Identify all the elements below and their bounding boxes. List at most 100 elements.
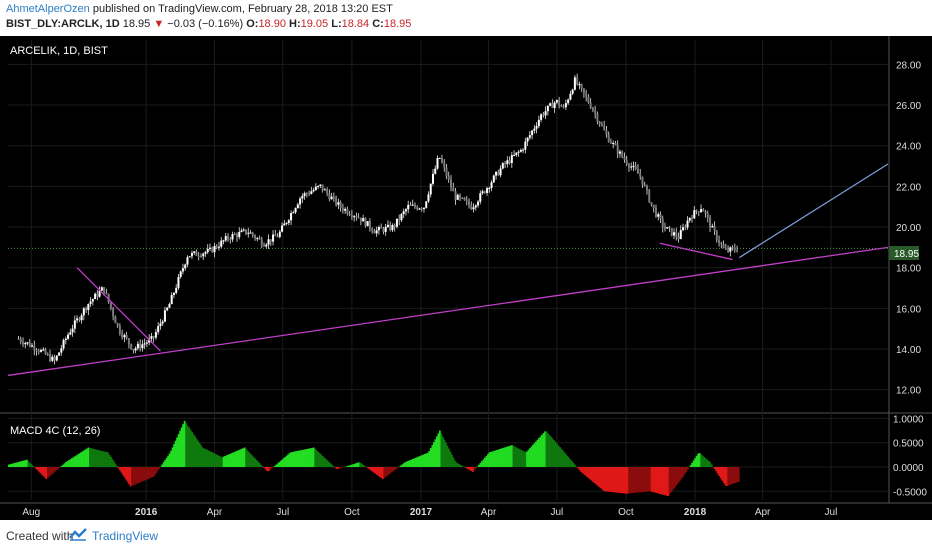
macd-bar <box>482 459 485 467</box>
down-arrow-icon: ▼ <box>153 18 165 30</box>
candle-body <box>569 93 572 100</box>
macd-bar <box>177 434 180 467</box>
candle-body <box>371 228 374 232</box>
time-tick-label: Apr <box>755 507 771 518</box>
macd-bar <box>96 449 99 467</box>
candle-body <box>373 231 376 234</box>
macd-bar <box>278 462 281 467</box>
macd-bar <box>353 463 356 467</box>
axes: 28.00 26.00 24.00 22.00 20.00 18.00 16.00 14.00… <box>22 60 927 518</box>
macd-bar <box>14 462 16 467</box>
candle-body <box>314 186 317 190</box>
macd-bar <box>470 466 473 471</box>
macd-bar <box>458 464 461 467</box>
candle-body <box>673 232 676 236</box>
macd-bar <box>335 466 338 469</box>
candle-body <box>337 202 340 205</box>
macd-bar <box>710 464 713 467</box>
candle-body <box>526 137 529 142</box>
trend-lines[interactable] <box>7 163 889 377</box>
macd-tick-label: -0.5000 <box>893 487 927 498</box>
candle-body <box>582 88 585 94</box>
candle-body <box>312 189 315 192</box>
macd-bar <box>541 434 543 467</box>
macd-bar <box>131 466 133 486</box>
macd-bar <box>626 466 629 494</box>
macd-bar <box>589 466 591 480</box>
macd-histogram <box>8 420 740 497</box>
macd-bar <box>270 466 273 469</box>
candle-body <box>567 99 570 104</box>
macd-bar <box>152 466 154 478</box>
macd-bar <box>443 439 446 467</box>
macd-bar <box>587 466 590 479</box>
macd-bar <box>422 454 425 467</box>
macd-bar <box>320 454 323 467</box>
trend-line[interactable] <box>659 242 733 261</box>
macd-bar <box>168 453 171 467</box>
price-chart[interactable]: 28.00 26.00 24.00 22.00 20.00 18.00 16.00 14.00… <box>0 36 932 520</box>
macd-bar <box>444 442 447 467</box>
candle-body <box>103 287 106 294</box>
macd-bar <box>57 466 60 469</box>
candle-body <box>666 227 669 229</box>
macd-bar <box>114 463 117 467</box>
macd-bar <box>731 466 734 484</box>
candle-body <box>78 318 81 321</box>
macd-bar <box>553 440 555 467</box>
macd-bar <box>724 466 727 486</box>
macd-bar <box>294 451 297 467</box>
macd-bar <box>497 449 500 467</box>
macd-bar <box>713 466 716 470</box>
candle-body <box>308 193 311 195</box>
candle-body <box>632 165 635 167</box>
macd-bar <box>285 455 288 467</box>
candle-body <box>443 162 446 168</box>
macd-bar <box>505 447 507 467</box>
candle-body <box>26 342 29 344</box>
candle-body <box>587 96 590 103</box>
candle-body <box>89 301 92 304</box>
macd-bar <box>135 466 138 484</box>
macd-bar <box>179 430 181 467</box>
macd-bar <box>563 452 566 467</box>
candle-body <box>713 226 716 232</box>
trend-line[interactable] <box>76 267 161 352</box>
macd-bar <box>183 420 186 467</box>
macd-bar <box>24 460 27 467</box>
macd-bar <box>54 466 57 472</box>
macd-bar <box>448 448 450 467</box>
chart-area[interactable]: 28.00 26.00 24.00 22.00 20.00 18.00 16.00 14.00… <box>0 36 932 520</box>
macd-bar <box>200 445 203 467</box>
candle-body <box>578 84 581 86</box>
macd-bar <box>53 466 55 473</box>
candle-body <box>598 121 601 125</box>
macd-bar <box>32 465 34 467</box>
macd-bar <box>583 466 585 475</box>
candle-body <box>285 222 288 224</box>
candle-body <box>184 264 187 269</box>
candle-body <box>152 336 155 338</box>
candle-body <box>355 216 358 218</box>
candle-body <box>53 356 56 361</box>
trend-line[interactable] <box>7 246 889 377</box>
candle-body <box>127 338 130 344</box>
projection-line[interactable] <box>738 163 889 259</box>
macd-bar <box>461 465 464 467</box>
macd-bar <box>655 466 658 493</box>
candle-body <box>621 151 624 157</box>
candle-body <box>44 349 47 355</box>
candle-body <box>720 242 723 245</box>
candle-body <box>459 194 462 198</box>
author-link[interactable]: AhmetAlperOzen <box>6 3 90 15</box>
macd-bar <box>356 462 359 467</box>
macd-bar <box>18 461 21 467</box>
candle-body <box>359 217 362 222</box>
macd-bar <box>360 463 363 467</box>
tradingview-link[interactable]: TradingView <box>92 529 159 543</box>
candle-body <box>650 202 653 205</box>
macd-bar <box>694 458 697 467</box>
macd-bar <box>222 456 225 467</box>
macd-bar <box>404 462 407 467</box>
macd-bar <box>56 466 58 470</box>
